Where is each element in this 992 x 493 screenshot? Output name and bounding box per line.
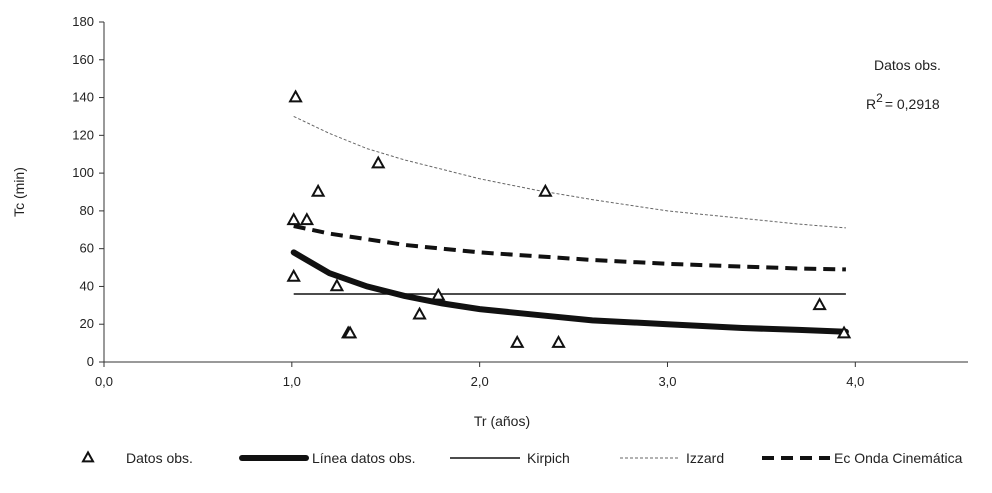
data-point	[371, 155, 386, 169]
x-axis-title: Tr (años)	[474, 413, 530, 429]
r2-exponent: 2	[876, 91, 883, 105]
y-tick-label: 0	[87, 354, 94, 369]
y-tick-label: 100	[72, 165, 94, 180]
data-point	[412, 306, 427, 320]
y-tick-label: 20	[80, 316, 94, 331]
y-tick-label: 140	[72, 90, 94, 105]
series-points	[286, 89, 852, 348]
data-point	[288, 89, 303, 103]
data-point	[538, 183, 553, 197]
legend-item: Línea datos obs.	[239, 450, 416, 466]
x-tick-label: 4,0	[846, 374, 864, 389]
y-tick-label: 180	[72, 14, 94, 29]
series-line-ec-onda-cinematica	[293, 224, 846, 272]
data-point	[431, 287, 446, 301]
y-tick-label: 80	[80, 203, 94, 218]
x-ticks: 0,0 1,0 2,0 3,0 4,0	[95, 362, 864, 389]
legend-label: Kirpich	[527, 450, 570, 466]
data-point	[310, 183, 326, 197]
y-tick-label: 160	[72, 52, 94, 67]
legend-item: Ec Onda Cinemática	[762, 450, 963, 466]
y-ticks: 0 20 40 60 80 100 120 140 160 180	[72, 14, 104, 369]
annotation-r2: R2 = 0,2918	[866, 91, 940, 112]
data-point	[812, 297, 827, 311]
data-point	[329, 278, 345, 292]
legend-label: Datos obs.	[126, 450, 193, 466]
legend-item: Datos obs.	[81, 450, 193, 466]
r2-value: = 0,2918	[885, 96, 940, 112]
data-point	[286, 212, 301, 226]
r2-annotation: Datos obs. R2 = 0,2918	[866, 57, 941, 112]
r2-prefix: R	[866, 96, 876, 112]
x-tick-label: 1,0	[283, 374, 301, 389]
legend-label: Izzard	[686, 450, 724, 466]
annotation-series-label: Datos obs.	[874, 57, 941, 73]
series-line-izzard	[293, 115, 846, 229]
legend-label: Línea datos obs.	[312, 450, 416, 466]
x-tick-label: 2,0	[471, 374, 489, 389]
data-point	[510, 334, 525, 348]
x-tick-label: 3,0	[658, 374, 676, 389]
y-tick-label: 120	[72, 127, 94, 142]
legend-item: Izzard	[620, 450, 724, 466]
legend: Datos obs. Línea datos obs. Kirpich Izzard E…	[81, 450, 963, 466]
y-tick-label: 60	[80, 241, 94, 256]
series-lines	[290, 115, 849, 335]
data-point	[836, 325, 852, 339]
y-axis-title: Tc (min)	[11, 167, 27, 217]
legend-item: Kirpich	[450, 450, 570, 466]
axes	[103, 22, 968, 363]
series-line-linea-datos-obs	[290, 249, 849, 335]
y-tick-label: 40	[80, 278, 94, 293]
legend-label: Ec Onda Cinemática	[834, 450, 963, 466]
data-point	[299, 212, 315, 226]
data-point	[342, 325, 358, 339]
legend-symbol	[81, 450, 95, 463]
data-point	[286, 268, 301, 282]
x-tick-label: 0,0	[95, 374, 113, 389]
data-point	[551, 334, 566, 348]
